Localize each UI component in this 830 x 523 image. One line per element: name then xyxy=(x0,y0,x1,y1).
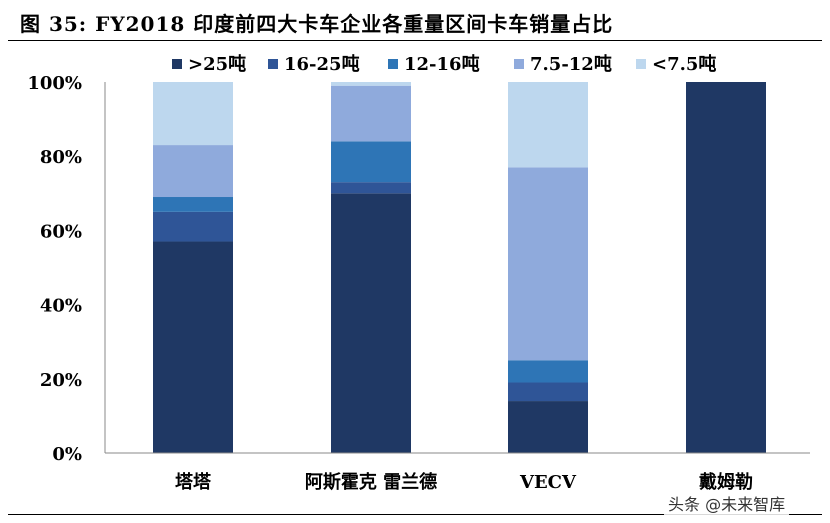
legend-label: 7.5-12吨 xyxy=(530,53,612,75)
x-tick-label: VECV xyxy=(519,472,577,493)
legend-label: 16-25吨 xyxy=(284,53,360,75)
legend-swatch xyxy=(514,59,524,69)
legend-swatch xyxy=(636,59,646,69)
title-divider xyxy=(8,40,822,41)
bar-segment xyxy=(153,211,233,242)
legend-label: <7.5吨 xyxy=(652,53,716,75)
bar-segment xyxy=(331,182,411,194)
bar-segment xyxy=(508,82,588,168)
bar-segment xyxy=(331,85,411,142)
bars xyxy=(153,82,766,454)
y-tick-label: 0% xyxy=(52,444,82,465)
bottom-divider xyxy=(8,514,822,515)
bar-segment xyxy=(153,82,233,146)
bar-segment xyxy=(153,197,233,212)
legend-swatch xyxy=(172,59,182,69)
bar-segment xyxy=(508,382,588,402)
legend-label: >25吨 xyxy=(188,53,246,75)
bar-segment xyxy=(508,401,588,453)
watermark: 头条 @未来智库 xyxy=(664,491,790,515)
bar-segment xyxy=(331,141,411,183)
y-tick-label: 40% xyxy=(40,296,82,317)
x-tick-label: 阿斯霍克 雷兰德 xyxy=(305,471,437,493)
y-tick-label: 20% xyxy=(40,370,82,391)
y-axis: 0% 20% 40% 60% 80% 100% xyxy=(27,73,106,465)
x-tick-label: 塔塔 xyxy=(175,471,212,493)
bar-segment xyxy=(331,193,411,454)
legend-swatch xyxy=(388,59,398,69)
bar-segment xyxy=(153,241,233,453)
legend-swatch xyxy=(268,59,278,69)
x-tick-label: 戴姆勒 xyxy=(699,471,753,493)
x-axis: 塔塔 阿斯霍克 雷兰德 VECV 戴姆勒 xyxy=(105,452,810,493)
bar-segment xyxy=(508,360,588,383)
legend-label: 12-16吨 xyxy=(404,53,480,75)
bar-segment xyxy=(153,145,233,198)
legend: >25吨 16-25吨 12-16吨 7.5-12吨 <7.5吨 xyxy=(172,53,716,75)
y-tick-label: 80% xyxy=(40,147,82,168)
bar-segment xyxy=(686,82,766,453)
y-tick-label: 60% xyxy=(40,221,82,242)
y-tick-label: 100% xyxy=(27,73,82,94)
chart-title: 图 35: FY2018 印度前四大卡车企业各重量区间卡车销量占比 xyxy=(20,12,614,36)
bar-segment xyxy=(331,82,411,86)
bar-segment xyxy=(508,167,588,361)
